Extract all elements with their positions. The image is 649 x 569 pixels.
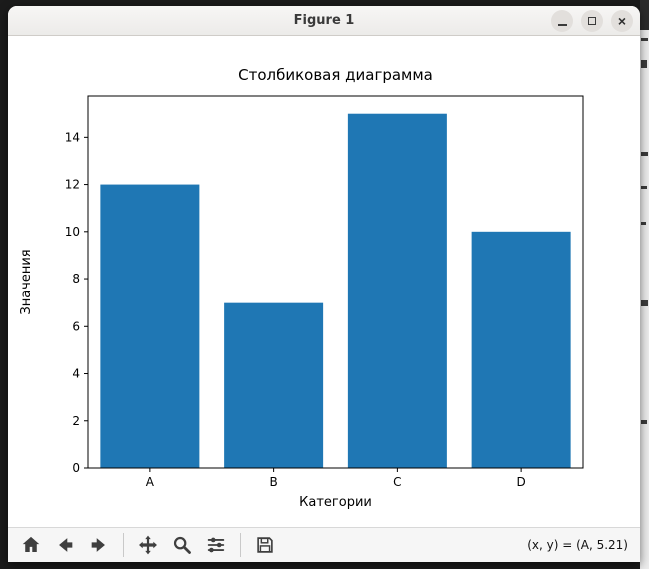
- configure-subplots-icon: [207, 537, 225, 553]
- background-text-fragment: [641, 38, 648, 41]
- svg-text:6: 6: [72, 319, 80, 333]
- close-button[interactable]: ×: [611, 10, 633, 32]
- background-text-fragment: [641, 300, 648, 306]
- minimize-button[interactable]: [551, 10, 573, 32]
- svg-text:0: 0: [72, 461, 80, 475]
- bar-chart: 0 2 4 6 8 10 12 14 A B C D Столбиковая диаграмма Кате…: [8, 36, 640, 527]
- maximize-icon: [588, 17, 596, 25]
- home-button[interactable]: [16, 531, 46, 559]
- svg-text:B: B: [270, 475, 278, 489]
- background-text-fragment: [641, 60, 647, 68]
- svg-text:D: D: [517, 475, 526, 489]
- back-icon: [59, 538, 73, 552]
- toolbar-separator: [240, 533, 241, 557]
- background-text-fragment: [641, 420, 647, 424]
- svg-text:4: 4: [72, 367, 80, 381]
- svg-text:A: A: [146, 475, 155, 489]
- forward-icon: [91, 538, 105, 552]
- svg-text:Значения: Значения: [19, 249, 34, 314]
- configure-subplots-button[interactable]: [201, 531, 231, 559]
- zoom-icon: [173, 536, 191, 554]
- svg-text:8: 8: [72, 272, 80, 286]
- background-text-fragment: [641, 222, 646, 225]
- svg-text:C: C: [393, 475, 401, 489]
- navigation-toolbar: (x, y) = (A, 5.21): [8, 527, 640, 562]
- svg-text:10: 10: [65, 225, 80, 239]
- pan-icon: [139, 535, 157, 555]
- svg-text:2: 2: [72, 414, 80, 428]
- save-icon: [257, 537, 273, 553]
- minimize-icon: [557, 24, 567, 26]
- svg-text:14: 14: [65, 130, 80, 144]
- background-window-sliver: [640, 0, 649, 569]
- background-text-fragment: [641, 152, 648, 156]
- window-controls: ×: [551, 10, 633, 32]
- zoom-button[interactable]: [167, 531, 197, 559]
- background-text-fragment: [641, 186, 647, 189]
- save-button[interactable]: [250, 531, 280, 559]
- pan-button[interactable]: [133, 531, 163, 559]
- window-title: Figure 1: [293, 13, 355, 28]
- figure-canvas[interactable]: 0 2 4 6 8 10 12 14 A B C D Столбиковая диаграмма Кате…: [8, 36, 640, 527]
- bar-D: [471, 231, 571, 468]
- bar-C: [347, 113, 447, 468]
- background-window-frame: [640, 0, 649, 30]
- bar-B: [224, 302, 324, 468]
- maximize-button[interactable]: [581, 10, 603, 32]
- close-icon: ×: [617, 13, 627, 29]
- svg-text:12: 12: [65, 178, 80, 192]
- figure-window: Figure 1 × 0 2 4 6 8 10 12 14 A B C D Столбиковая ди…: [8, 6, 640, 562]
- toolbar-separator: [123, 533, 124, 557]
- svg-text:Категории: Категории: [299, 495, 372, 510]
- bar-A: [100, 184, 200, 469]
- titlebar[interactable]: Figure 1 ×: [8, 6, 640, 36]
- forward-button[interactable]: [84, 531, 114, 559]
- home-icon: [22, 536, 40, 552]
- svg-text:Столбиковая диаграмма: Столбиковая диаграмма: [238, 66, 433, 84]
- cursor-status: (x, y) = (A, 5.21): [527, 538, 628, 552]
- back-button[interactable]: [50, 531, 80, 559]
